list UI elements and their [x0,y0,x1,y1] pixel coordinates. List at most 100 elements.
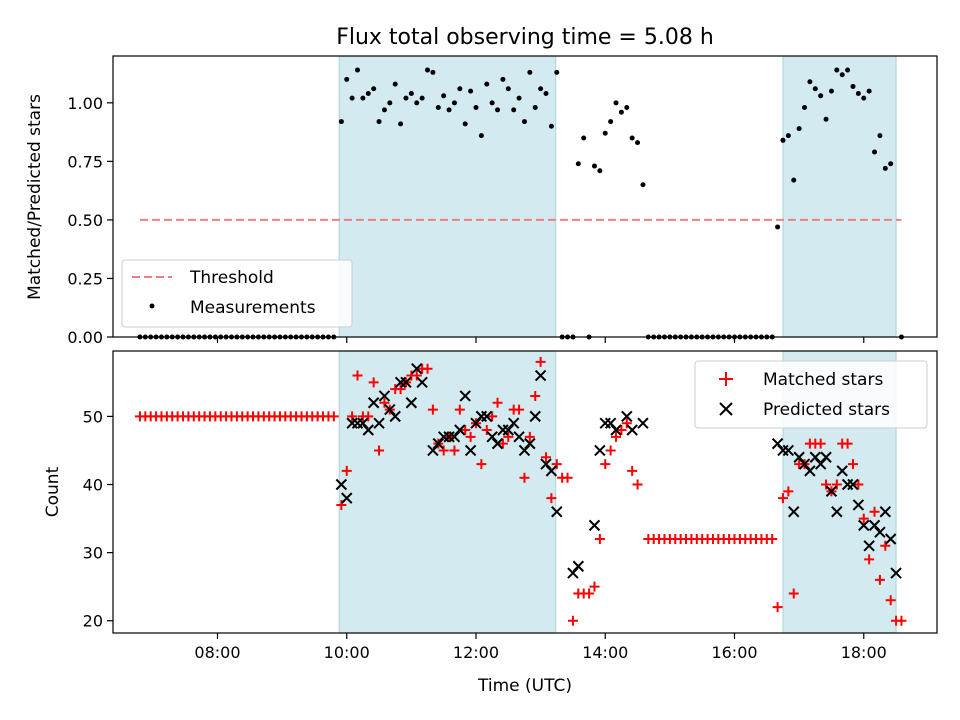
predicted-star-marker [637,417,649,429]
measurement-point [349,95,355,101]
matched-star-marker [427,404,438,415]
measurement-point [834,67,840,73]
matched-star-marker [627,465,638,476]
measurement-point [505,86,511,92]
x-tick-label: 18:00 [841,643,887,662]
predicted-star-marker [459,390,471,402]
top-panel: 0.00 0.25 0.50 0.75 1.00 Matched/Predicted s… [25,55,938,347]
y-tick-label: 1.00 [67,94,103,113]
matched-star-marker [503,431,514,442]
predicted-star-marker [400,376,412,389]
matched-star-marker [379,397,390,408]
predicted-star-marker [507,417,520,429]
measurement-point [468,88,474,94]
top-axes-frame [112,55,938,338]
matched-star-marker [546,493,557,504]
bottom-axes-frame [112,350,938,634]
measurement-point [495,107,501,113]
measurement-point [597,168,603,174]
measurement-point [527,69,533,75]
measurement-point [435,105,441,111]
predicted-star-marker [545,465,558,477]
measurement-point [478,133,484,139]
predicted-star-marker [863,540,875,552]
measurement-point [613,100,619,106]
predicted-star-marker [448,431,461,443]
matched-star-marker [492,397,503,408]
predicted-star-marker [529,410,541,423]
top-x-ticks [216,337,865,343]
measurement-point [796,126,802,132]
bottom-legend: Matched stars Predicted stars [694,360,928,429]
y-tick-label: 0.25 [67,269,103,288]
predicted-star-marker [599,417,611,429]
measurement-point [791,177,797,183]
x-tick-label: 14:00 [582,643,628,662]
measurement-point [446,107,452,113]
matched-star-marker [632,479,643,490]
x-tick-label: 12:00 [453,643,499,662]
legend-matched-label: Matched stars [763,370,883,390]
matched-star-marker [519,472,530,483]
legend-threshold-label: Threshold [189,268,274,288]
measurement-point [850,83,856,89]
measurement-point [511,107,517,113]
predicted-star-marker [567,567,579,579]
predicted-star-marker [405,397,418,409]
measurement-point [430,69,436,75]
predicted-star-marker [362,424,374,436]
predicted-star-marker [357,417,369,429]
predicted-star-marker [626,424,638,436]
predicted-star-marker [836,465,848,477]
top-legend: Threshold Measurements [121,259,353,328]
predicted-star-marker [378,390,391,402]
measurement-point [548,123,554,129]
measurement-point [360,95,366,101]
matched-star-marker [487,411,498,422]
matched-star-marker [363,411,374,422]
measurement-point [839,72,845,78]
predicted-star-marker [594,444,606,457]
predicted-star-marker [852,499,865,511]
measurement-point [828,88,834,94]
x-tick-label: 08:00 [194,643,240,662]
shaded-interval [338,350,557,634]
measurement-point [882,165,888,171]
matched-star-marker [831,479,842,490]
matched-star-marker [767,534,778,544]
predicted-star-marker [432,437,444,450]
matched-star-marker [885,595,896,606]
predicted-star-marker [367,397,380,409]
predicted-star-marker [610,424,622,436]
measurement-point [365,90,371,96]
measurement-point [640,182,646,188]
predicted-star-marker [884,533,897,545]
measurement-point [785,133,791,139]
measurement-point [543,90,549,96]
top-y-label: Matched/Predicted stars [25,94,45,300]
matched-star-marker [874,574,885,585]
matched-star-marker [460,425,471,436]
y-tick-label: 0.50 [67,211,103,230]
matched-star-marker [815,438,826,449]
matched-star-marker [530,390,541,401]
predicted-star-marker [814,458,827,470]
predicted-star-marker [427,444,439,457]
matched-star-marker [395,384,406,395]
matched-star-marker [788,588,799,599]
matched-star-marker [422,363,433,374]
predicted-star-marker [793,451,805,463]
matched-star-marker [772,602,783,613]
predicted-star-marker [502,424,515,436]
matched-star-marker [783,486,794,497]
matched-star-marker [541,452,552,463]
measurement-point [807,79,813,85]
x-tick-label: 16:00 [711,643,757,662]
measurement-point [780,137,786,143]
matched-star-marker [777,493,788,504]
measurement-point [618,109,624,115]
matched-star-marker [869,506,880,517]
predicted-star-marker [804,465,816,477]
legend-predicted-label: Predicted stars [763,400,890,420]
